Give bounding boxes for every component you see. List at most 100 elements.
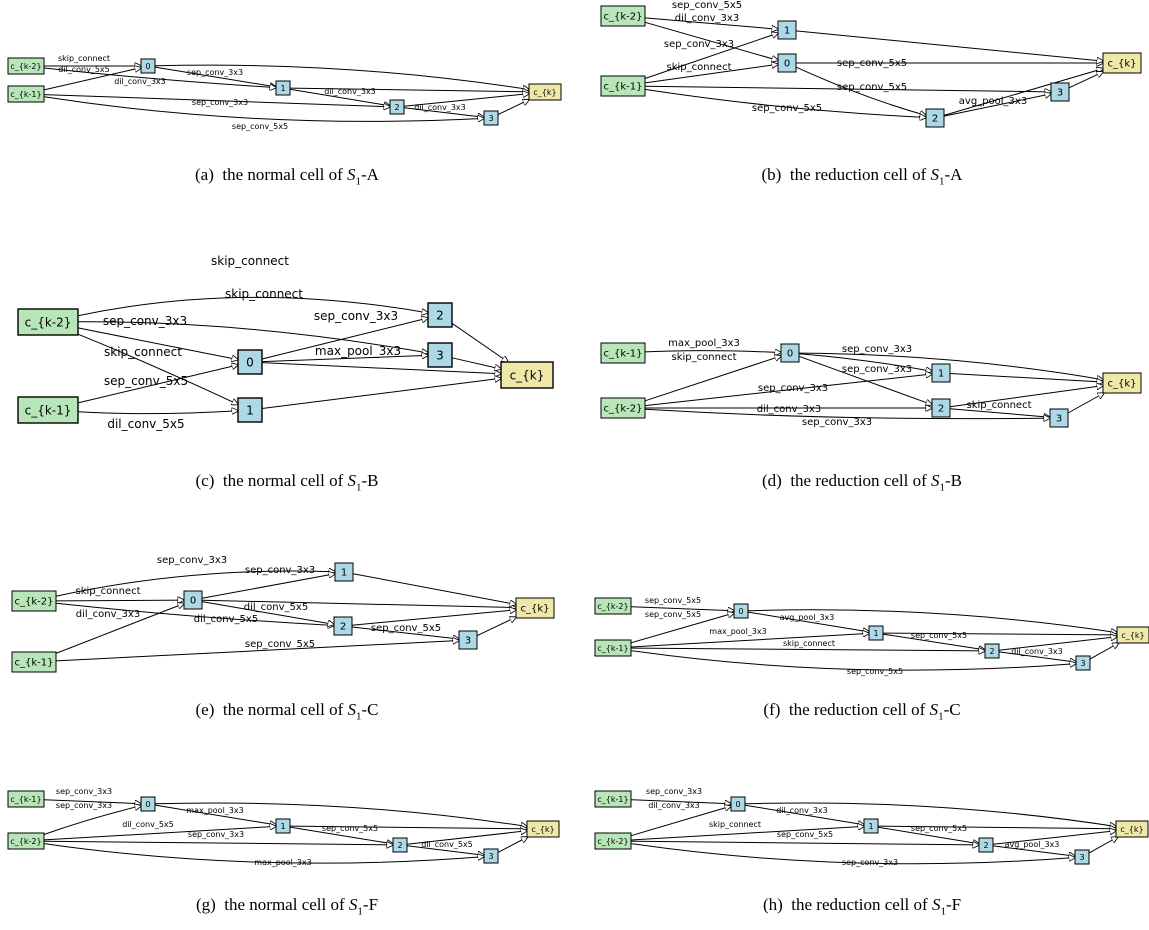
edge-g-4 <box>289 826 393 844</box>
node-box-c-1 <box>17 396 79 424</box>
edge-label-b-2: sep_conv_3x3 <box>664 39 734 50</box>
edge-e-5 <box>55 604 184 654</box>
edge-e-7 <box>55 641 459 662</box>
edge-b-4 <box>795 66 926 115</box>
edge-a-11 <box>497 100 529 116</box>
node-box-e-0 <box>11 590 57 612</box>
node-box-b-6 <box>1102 52 1142 74</box>
edge-label-b-3: skip_connect <box>667 62 732 73</box>
node-label-f-2: 0 <box>738 607 743 616</box>
node-box-g-5 <box>483 848 499 864</box>
edge-label-a-5: sep_conv_3x3 <box>192 98 248 107</box>
node-label-a-5: 3 <box>488 114 493 123</box>
node-box-f-3 <box>868 625 884 641</box>
edge-label-h-4: sep_conv_5x5 <box>911 824 967 833</box>
node-box-h-4 <box>978 837 994 853</box>
edge-b-5 <box>644 85 1051 92</box>
edge-e-8 <box>201 599 516 607</box>
edge-label-f-0: sep_conv_5x5 <box>645 596 701 605</box>
edge-a-10 <box>403 94 529 107</box>
panel-g-nodes: c_{k-1} c_{k-2} 0 1 2 3 c_{k} <box>7 790 560 864</box>
node-label-b-6: c_{k} <box>1107 59 1136 70</box>
edge-label-a-3: dil_conv_3x3 <box>114 77 166 86</box>
edge-e-11 <box>476 617 516 637</box>
edge-g-10 <box>406 831 527 845</box>
node-label-c-6: c_{k} <box>510 368 545 382</box>
node-label-g-3: 1 <box>280 822 285 831</box>
edge-f-6 <box>998 651 1076 662</box>
edge-d-8 <box>798 352 1103 380</box>
edge-g-9 <box>289 826 527 829</box>
node-box-d-0 <box>600 342 646 364</box>
edge-c-7 <box>77 411 238 414</box>
node-box-c-3 <box>237 397 263 423</box>
edge-g-8 <box>154 802 527 827</box>
panel-g-edge-labels: sep_conv_3x3 sep_conv_3x3 max_pool_3x3 dil_… <box>56 787 473 867</box>
node-label-d-2: 0 <box>787 349 793 360</box>
edge-label-g-3: dil_conv_5x5 <box>122 820 174 829</box>
edge-b-1 <box>644 21 778 60</box>
node-box-g-1 <box>7 832 45 850</box>
panel-a-edges <box>43 65 529 121</box>
node-box-f-1 <box>594 639 632 657</box>
node-label-a-1: c_{k-1} <box>10 90 41 99</box>
panel-f-nodes: c_{k-2} c_{k-1} 0 1 2 3 c_{k} <box>594 597 1149 671</box>
edge-label-f-4: sep_conv_5x5 <box>911 631 967 640</box>
node-box-h-2 <box>730 796 746 812</box>
edge-d-11 <box>1067 393 1104 414</box>
edge-label-d-3: sep_conv_3x3 <box>842 364 912 375</box>
edge-label-a-6: dil_conv_3x3 <box>414 103 466 112</box>
node-label-f-3: 1 <box>873 629 878 638</box>
node-box-e-5 <box>458 630 478 650</box>
edge-label-e-1: sep_conv_3x3 <box>245 565 315 576</box>
edge-label-h-1: dil_conv_3x3 <box>648 801 700 810</box>
node-label-e-1: c_{k-1} <box>15 658 54 669</box>
edge-label-f-3: max_pool_3x3 <box>709 627 766 636</box>
node-label-g-0: c_{k-1} <box>10 795 41 804</box>
node-label-e-0: c_{k-2} <box>15 597 54 608</box>
node-label-h-1: c_{k-2} <box>597 837 628 846</box>
edge-h-9 <box>877 826 1116 829</box>
edge-label-c-0: skip_connect <box>211 254 289 268</box>
edge-label-g-6: dil_conv_5x5 <box>421 840 473 849</box>
node-label-c-4: 2 <box>436 308 444 322</box>
edge-label-d-6: skip_connect <box>967 400 1032 411</box>
edge-label-c-5: max_pool_3x3 <box>315 344 401 358</box>
edge-c-4 <box>261 318 428 360</box>
edge-b-2 <box>644 33 778 79</box>
node-box-f-5 <box>1075 655 1091 671</box>
node-box-h-6 <box>1115 820 1149 838</box>
edge-label-f-5: skip_connect <box>783 639 835 648</box>
edge-d-6 <box>949 408 1050 417</box>
edge-label-g-5: sep_conv_3x3 <box>188 830 244 839</box>
caption-h: (h) the reduction cell of S1-F <box>762 895 962 918</box>
node-box-g-0 <box>7 790 45 808</box>
caption-e: (e) the normal cell of S1-C <box>195 700 379 723</box>
panel-e-edge-labels: sep_conv_3x3 sep_conv_3x3 skip_connect dil_… <box>76 555 442 650</box>
edge-c-3 <box>77 333 238 404</box>
edge-g-3 <box>43 826 276 841</box>
edge-label-f-7: sep_conv_5x5 <box>847 667 903 676</box>
edge-c-9 <box>261 378 501 409</box>
edge-label-f-1: sep_conv_5x5 <box>645 610 701 619</box>
edge-label-e-7: sep_conv_5x5 <box>245 639 315 650</box>
edge-e-1 <box>201 574 335 599</box>
edge-b-10 <box>943 69 1103 116</box>
edge-a-3 <box>43 67 276 88</box>
edge-d-2 <box>798 353 932 372</box>
panel-e-nodes: c_{k-2} c_{k-1} 0 1 2 3 c_{k} <box>11 562 555 673</box>
node-label-f-1: c_{k-1} <box>597 644 628 653</box>
edge-g-1 <box>43 806 141 835</box>
edge-label-d-1: skip_connect <box>672 352 737 363</box>
edge-label-a-1: dil_conv_5x5 <box>58 65 110 74</box>
edge-label-d-7: sep_conv_3x3 <box>802 417 872 428</box>
edge-label-f-6: dil_conv_3x3 <box>1011 647 1063 656</box>
node-label-c-2: 0 <box>246 355 254 369</box>
edge-d-4 <box>644 374 932 407</box>
edge-label-e-5: dil_conv_5x5 <box>194 614 258 625</box>
edge-d-7 <box>644 408 1050 418</box>
edge-label-d-2: sep_conv_3x3 <box>842 344 912 355</box>
edge-e-10 <box>351 610 516 626</box>
edge-label-g-4: sep_conv_5x5 <box>322 824 378 833</box>
edge-f-0 <box>630 606 734 611</box>
